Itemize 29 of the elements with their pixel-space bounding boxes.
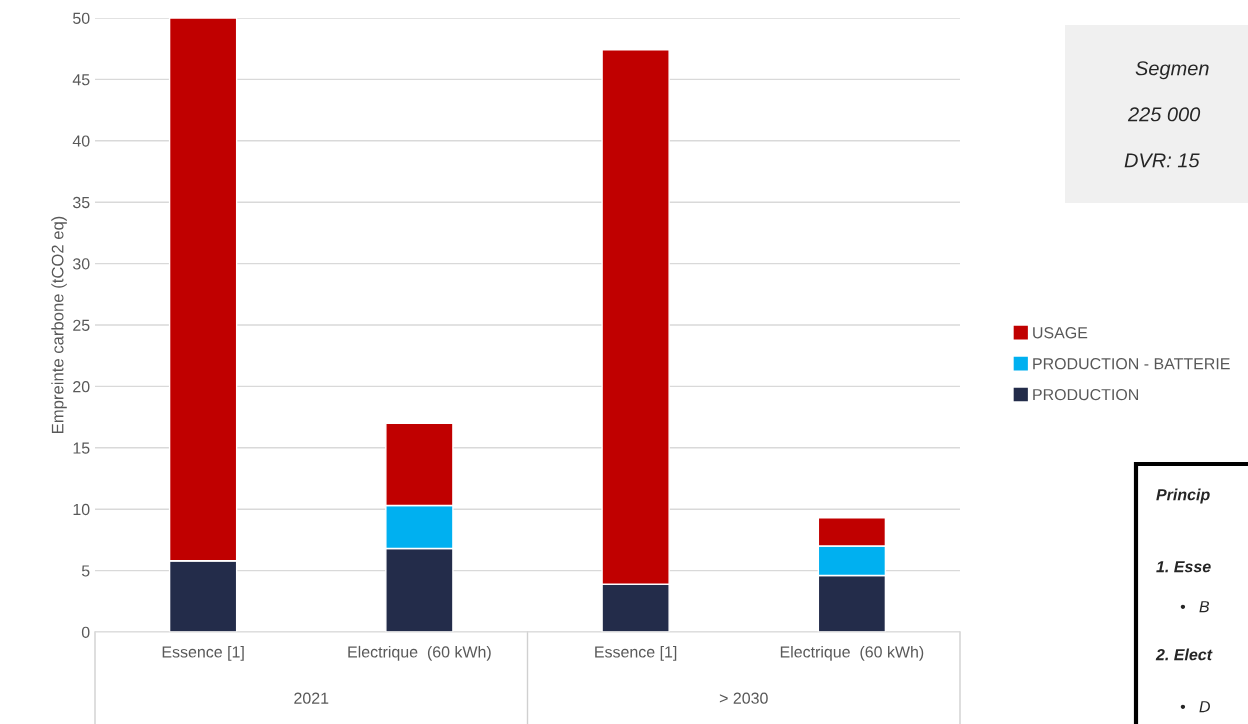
y-tick-label: 15	[73, 442, 90, 454]
x-tick-label: Essence [1]	[162, 645, 244, 661]
y-tick-label: 45	[72, 74, 90, 86]
y-tick-label: 40	[72, 135, 90, 147]
legend-label: PRODUCTION	[1033, 388, 1139, 401]
text: 2021	[294, 692, 329, 704]
x-tick-label: Electrique (60 kWh)	[780, 645, 924, 661]
text: 2. Elect	[1155, 648, 1213, 661]
text: Princip	[1156, 488, 1210, 504]
y-tick-label: 0	[81, 626, 90, 638]
x-tick-label: Essence [1]	[595, 645, 677, 661]
x-tick-label: Electrique (60 kWh)	[348, 645, 491, 661]
y-tick-label: 25	[73, 319, 90, 331]
text: • D	[1180, 701, 1210, 713]
text: 1. Esse	[1156, 561, 1211, 573]
y-axis-title: Empreinte carbone (tCO2 eq)	[51, 216, 67, 433]
y-tick-label: 30	[72, 258, 90, 270]
y-tick-label: 35	[72, 196, 90, 209]
y-tick-label: 50	[73, 12, 90, 24]
text: • B	[1180, 601, 1210, 613]
legend-label: USAGE	[1033, 327, 1088, 339]
y-tick-label: 20	[73, 381, 90, 393]
text: DVR: 15	[1124, 153, 1200, 168]
legend-label: PRODUCTION - BATTERIE	[1033, 358, 1230, 370]
y-tick-label: 10	[73, 503, 90, 516]
text: 225 000	[1127, 107, 1201, 122]
text: Segmen	[1135, 61, 1209, 80]
y-tick-label: 5	[81, 565, 90, 577]
text: > 2030	[719, 692, 768, 704]
